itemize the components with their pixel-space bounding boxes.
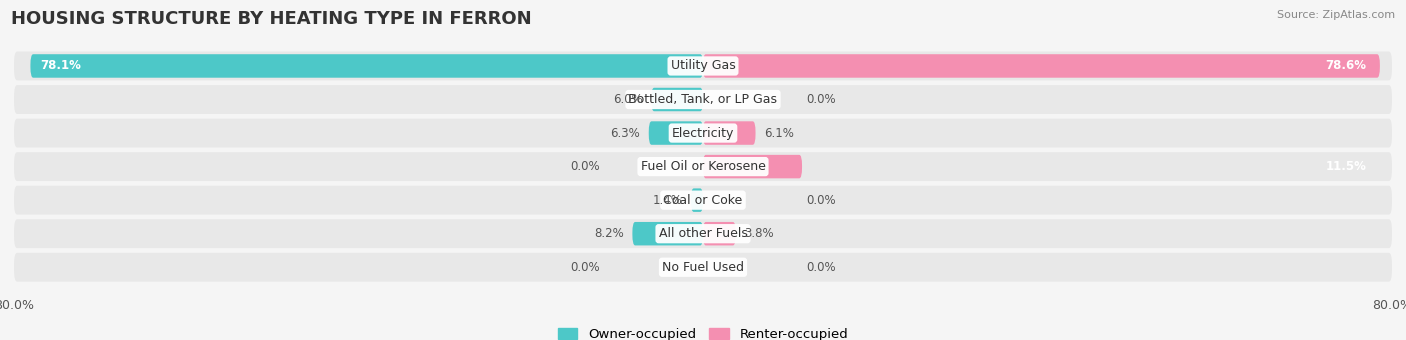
Text: 0.0%: 0.0% xyxy=(569,160,599,173)
FancyBboxPatch shape xyxy=(31,54,703,78)
FancyBboxPatch shape xyxy=(633,222,703,245)
FancyBboxPatch shape xyxy=(14,219,1392,248)
Text: 0.0%: 0.0% xyxy=(807,194,837,207)
Text: Utility Gas: Utility Gas xyxy=(671,59,735,72)
FancyBboxPatch shape xyxy=(14,253,1392,282)
FancyBboxPatch shape xyxy=(703,155,801,179)
Text: 0.0%: 0.0% xyxy=(569,261,599,274)
FancyBboxPatch shape xyxy=(648,121,703,145)
Text: Source: ZipAtlas.com: Source: ZipAtlas.com xyxy=(1277,10,1395,20)
Text: 0.0%: 0.0% xyxy=(807,93,837,106)
Text: HOUSING STRUCTURE BY HEATING TYPE IN FERRON: HOUSING STRUCTURE BY HEATING TYPE IN FER… xyxy=(11,10,531,28)
Legend: Owner-occupied, Renter-occupied: Owner-occupied, Renter-occupied xyxy=(558,328,848,340)
Text: 6.0%: 6.0% xyxy=(613,93,643,106)
FancyBboxPatch shape xyxy=(703,121,755,145)
FancyBboxPatch shape xyxy=(14,186,1392,215)
Text: Fuel Oil or Kerosene: Fuel Oil or Kerosene xyxy=(641,160,765,173)
Text: 78.1%: 78.1% xyxy=(39,59,80,72)
Text: 11.5%: 11.5% xyxy=(1326,160,1367,173)
Text: 0.0%: 0.0% xyxy=(807,261,837,274)
Text: 6.3%: 6.3% xyxy=(610,126,640,139)
FancyBboxPatch shape xyxy=(651,88,703,111)
Text: Bottled, Tank, or LP Gas: Bottled, Tank, or LP Gas xyxy=(628,93,778,106)
Text: All other Fuels: All other Fuels xyxy=(658,227,748,240)
FancyBboxPatch shape xyxy=(690,188,703,212)
FancyBboxPatch shape xyxy=(14,119,1392,148)
Text: 78.6%: 78.6% xyxy=(1324,59,1367,72)
Text: Electricity: Electricity xyxy=(672,126,734,139)
Text: Coal or Coke: Coal or Coke xyxy=(664,194,742,207)
Text: 1.4%: 1.4% xyxy=(652,194,682,207)
FancyBboxPatch shape xyxy=(14,52,1392,80)
Text: 8.2%: 8.2% xyxy=(593,227,624,240)
Text: 3.8%: 3.8% xyxy=(744,227,773,240)
FancyBboxPatch shape xyxy=(14,85,1392,114)
FancyBboxPatch shape xyxy=(14,152,1392,181)
FancyBboxPatch shape xyxy=(703,222,735,245)
Text: 6.1%: 6.1% xyxy=(763,126,794,139)
Text: No Fuel Used: No Fuel Used xyxy=(662,261,744,274)
FancyBboxPatch shape xyxy=(703,54,1379,78)
